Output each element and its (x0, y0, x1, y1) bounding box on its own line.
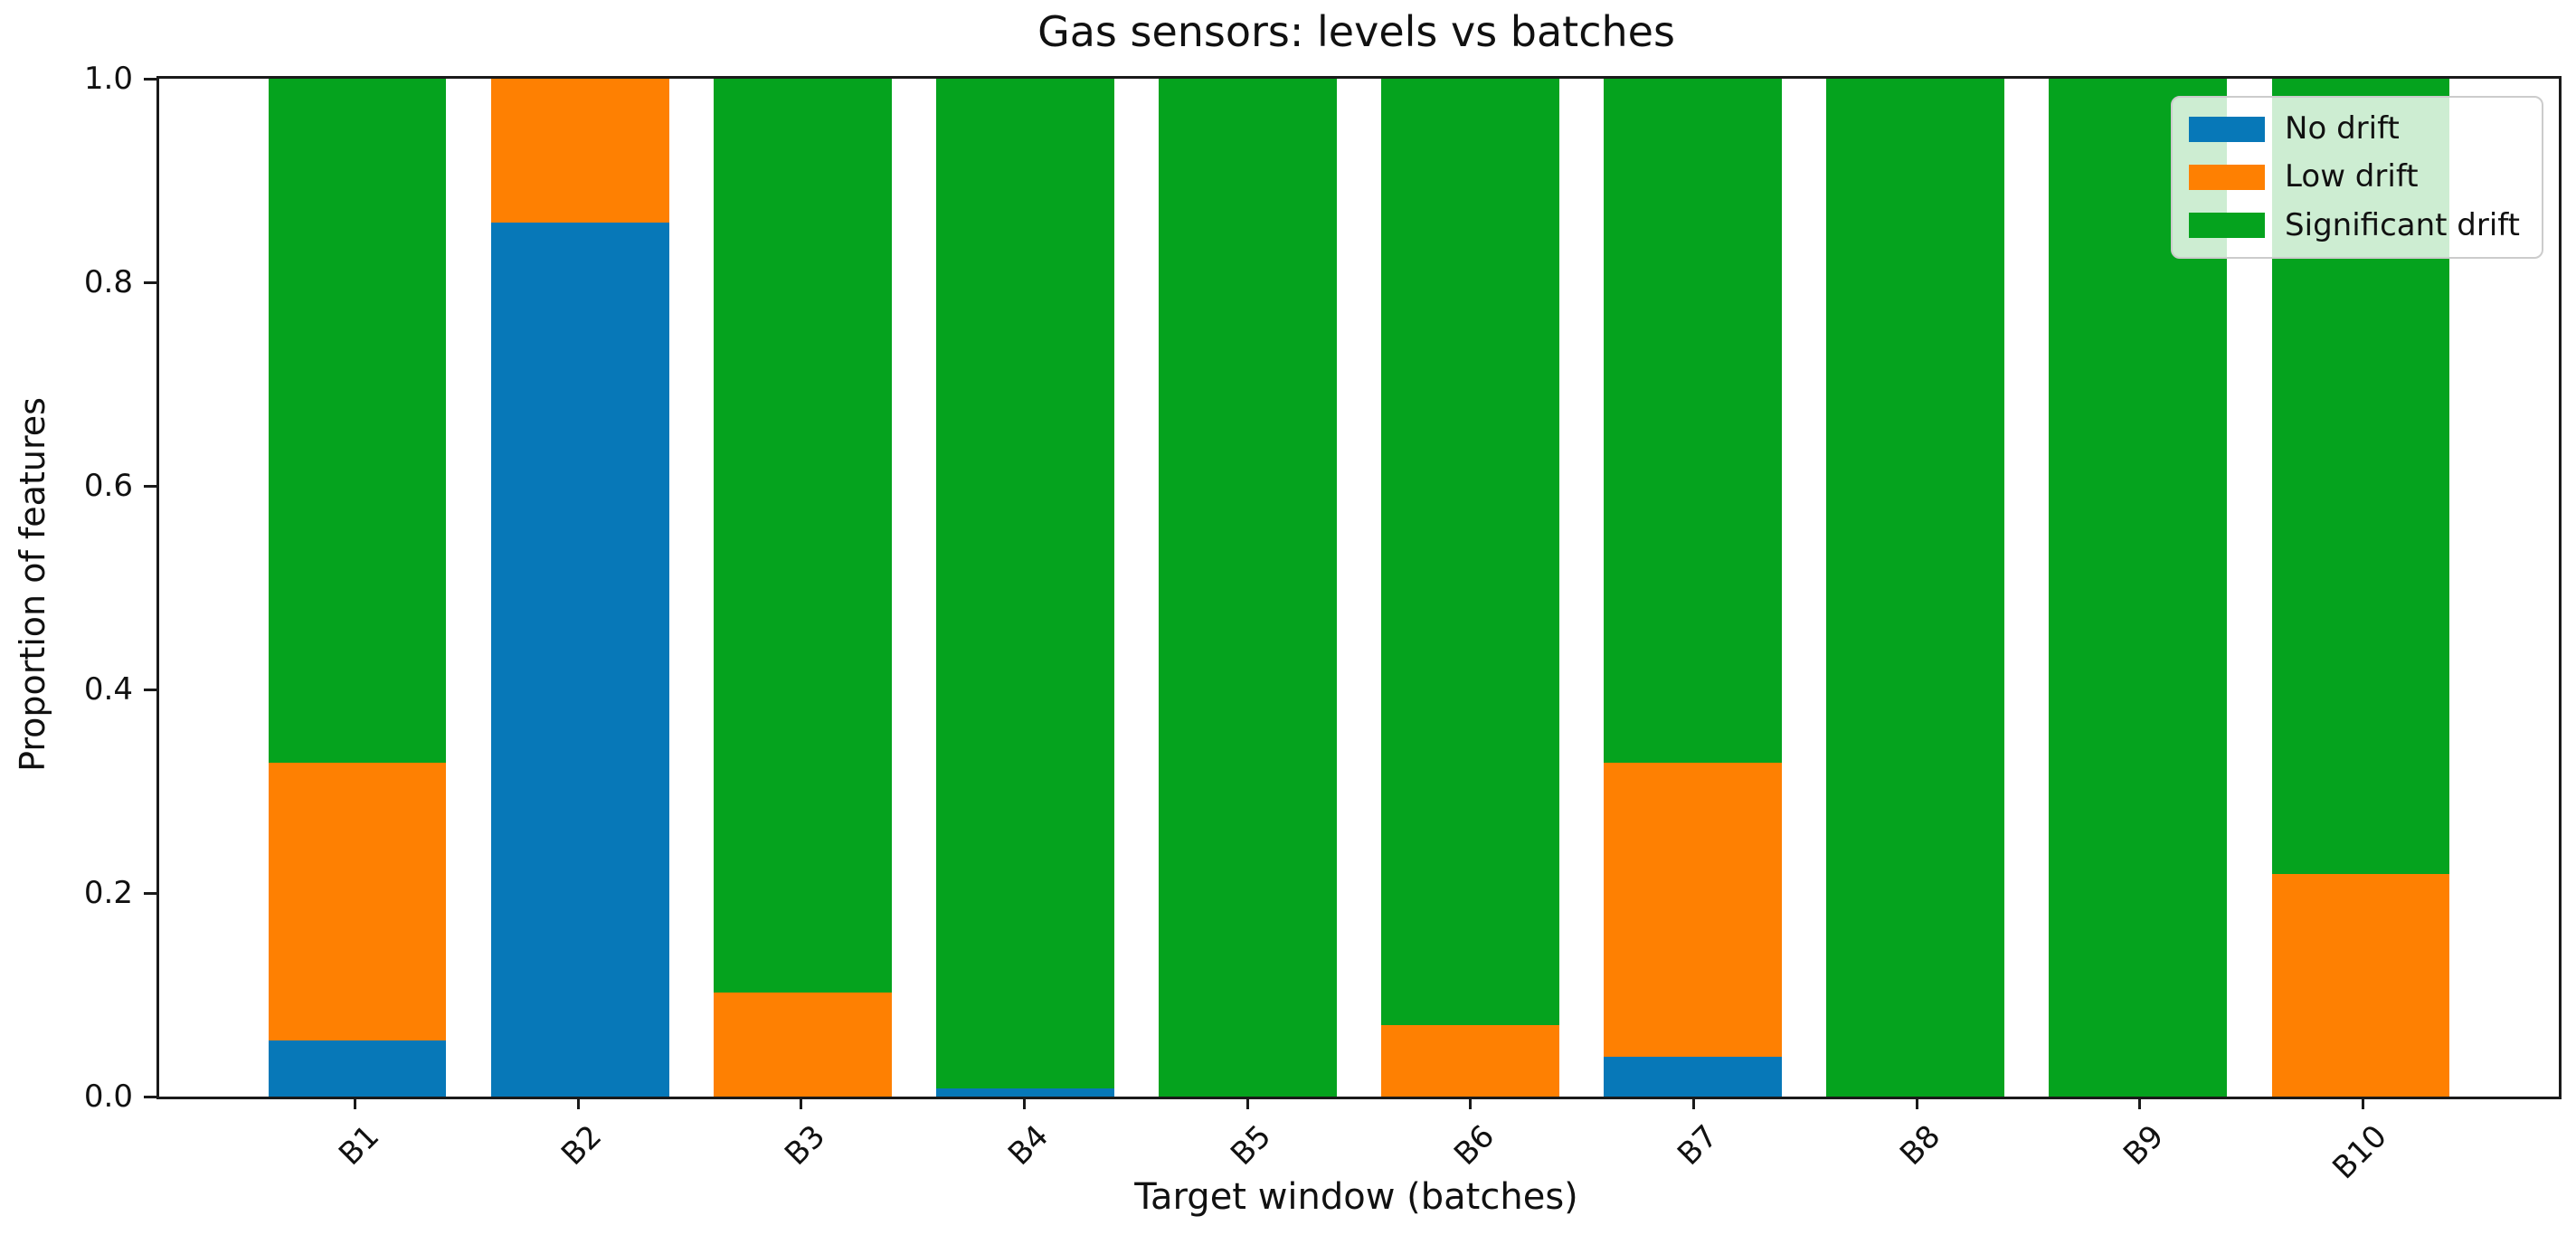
x-tick-label-b8: B8 (1893, 1117, 1948, 1173)
x-tick-label-b7: B7 (1670, 1117, 1725, 1173)
x-axis-label: Target window (batches) (1134, 1176, 1578, 1218)
bar-segment-significant-drift (1381, 79, 1559, 1026)
x-tick-mark (576, 1097, 580, 1109)
x-tick-label-b10: B10 (2325, 1117, 2394, 1187)
bar-b6 (1381, 79, 1559, 1097)
x-tick-mark (2361, 1097, 2364, 1109)
bar-segment-significant-drift (268, 79, 447, 763)
x-tick-mark (2138, 1097, 2142, 1109)
x-tick-label-b3: B3 (777, 1117, 833, 1173)
bar-b4 (935, 79, 1114, 1097)
x-tick-mark (354, 1097, 357, 1109)
bar-b7 (1604, 79, 1783, 1097)
x-tick-label-b6: B6 (1446, 1117, 1502, 1173)
legend-swatch (2189, 116, 2266, 142)
y-tick-mark (144, 77, 156, 81)
legend-label: Significant drift (2285, 206, 2520, 243)
bar-segment-low-drift (2271, 873, 2450, 1097)
legend-box: No drift Low drift Significant drift (2171, 96, 2543, 260)
bar-b2 (490, 79, 669, 1097)
y-axis: 0.0 0.2 0.4 0.6 0.8 1.0 (0, 63, 156, 1112)
y-tick-mark (144, 280, 156, 284)
x-tick-label-b2: B2 (554, 1117, 610, 1173)
bar-segment-low-drift (1381, 1025, 1559, 1097)
bar-segment-no-drift (1604, 1057, 1783, 1097)
bar-segment-no-drift (490, 222, 669, 1097)
bar-segment-significant-drift (1159, 79, 1337, 1097)
bar-segment-low-drift (268, 763, 447, 1041)
x-tick-label-b5: B5 (1224, 1117, 1279, 1173)
bar-segment-significant-drift (1604, 79, 1783, 763)
y-tick-label: 0.2 (83, 875, 133, 911)
y-tick-mark (144, 1095, 156, 1098)
bar-b1 (268, 79, 447, 1097)
y-tick-mark (144, 484, 156, 488)
y-tick-label: 1.0 (83, 61, 133, 97)
bar-b5 (1159, 79, 1337, 1097)
plot-area: No drift Low drift Significant drift (156, 76, 2562, 1099)
x-tick-label-b1: B1 (331, 1117, 386, 1173)
legend-swatch (2189, 165, 2266, 191)
bar-segment-significant-drift (935, 79, 1114, 1088)
bar-segment-no-drift (935, 1088, 1114, 1097)
bar-segment-low-drift (1604, 763, 1783, 1058)
bar-b3 (713, 79, 892, 1097)
bar-segment-significant-drift (713, 79, 892, 993)
bar-b8 (1826, 79, 2005, 1097)
bar-segment-no-drift (268, 1040, 447, 1097)
bar-segment-significant-drift (1826, 79, 2005, 1097)
x-tick-label-b9: B9 (2116, 1117, 2171, 1173)
x-tick-label-b4: B4 (1000, 1117, 1056, 1173)
x-axis: B1 B2 B3 B4 B5 B6 B7 B8 B9 B10 (156, 1097, 2562, 1250)
y-tick-mark (144, 891, 156, 895)
legend-row-significant-drift: Significant drift (2189, 206, 2520, 243)
x-tick-mark (1245, 1097, 1249, 1109)
legend-swatch (2189, 213, 2266, 239)
y-tick-label: 0.4 (83, 671, 133, 708)
x-tick-mark (1915, 1097, 1918, 1109)
legend-row-no-drift: No drift (2189, 110, 2520, 147)
legend-label: Low drift (2285, 158, 2419, 195)
bar-segment-low-drift (713, 993, 892, 1097)
y-tick-label: 0.6 (83, 468, 133, 504)
y-tick-mark (144, 688, 156, 691)
chart-title: Gas sensors: levels vs batches (1037, 7, 1675, 56)
legend-label: No drift (2285, 110, 2400, 147)
x-tick-mark (1023, 1097, 1026, 1109)
x-tick-mark (1691, 1097, 1695, 1109)
y-tick-label: 0.0 (83, 1078, 133, 1115)
x-tick-mark (800, 1097, 803, 1109)
legend-row-low-drift: Low drift (2189, 158, 2520, 195)
y-tick-label: 0.8 (83, 264, 133, 300)
x-tick-mark (1469, 1097, 1473, 1109)
bar-segment-low-drift (490, 79, 669, 223)
